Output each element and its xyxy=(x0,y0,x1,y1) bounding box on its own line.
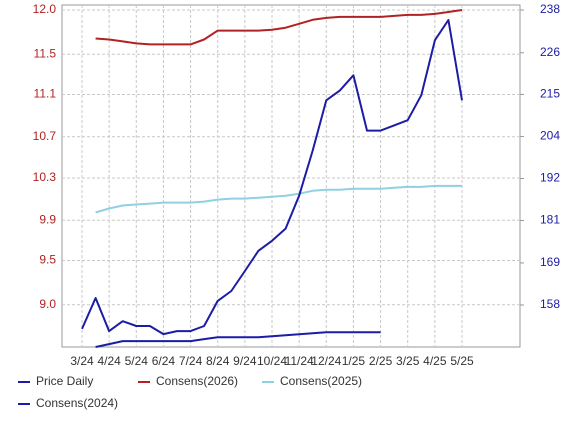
y2-tick-label: 169 xyxy=(540,255,560,269)
x-tick-label: 8/24 xyxy=(206,354,230,368)
legend-label: Consens(2025) xyxy=(280,374,362,388)
x-tick-label: 7/24 xyxy=(179,354,203,368)
y-tick-label: 9.0 xyxy=(39,297,56,311)
y2-tick-label: 204 xyxy=(540,129,560,143)
y-tick-label: 10.3 xyxy=(33,170,57,184)
x-tick-label: 2/25 xyxy=(369,354,393,368)
y-tick-label: 9.9 xyxy=(39,212,56,226)
y2-tick-label: 181 xyxy=(540,213,560,227)
x-tick-label: 5/24 xyxy=(125,354,149,368)
y-tick-label: 11.1 xyxy=(34,87,57,101)
y-tick-label: 9.5 xyxy=(39,253,56,267)
series-line xyxy=(95,331,381,348)
x-tick-label: 10/24 xyxy=(257,354,287,368)
x-tick-label: 3/25 xyxy=(396,354,420,368)
x-tick-label: 4/24 xyxy=(97,354,121,368)
y2-tick-label: 238 xyxy=(540,2,560,16)
x-tick-label: 9/24 xyxy=(233,354,257,368)
x-tick-label: 5/25 xyxy=(450,354,474,368)
x-tick-label: 3/24 xyxy=(70,354,94,368)
y-tick-label: 11.5 xyxy=(34,46,57,60)
y2-tick-label: 158 xyxy=(540,297,560,311)
y-tick-label: 12.0 xyxy=(33,2,57,16)
x-tick-label: 12/24 xyxy=(311,354,341,368)
y-tick-label: 10.7 xyxy=(33,129,57,143)
plot-frame xyxy=(61,4,521,348)
y2-tick-label: 192 xyxy=(540,171,560,185)
x-tick-label: 4/25 xyxy=(423,354,447,368)
series-line xyxy=(81,19,463,336)
series-line xyxy=(95,184,462,214)
legend-label: Consens(2026) xyxy=(156,374,238,388)
legend-label: Price Daily xyxy=(36,374,93,388)
y2-tick-label: 226 xyxy=(540,45,560,59)
series-line xyxy=(95,9,463,46)
y2-tick-label: 215 xyxy=(540,87,560,101)
legend-label: Consens(2024) xyxy=(36,396,118,410)
x-tick-label: 11/24 xyxy=(285,354,314,368)
x-tick-label: 6/24 xyxy=(152,354,176,368)
x-tick-label: 1/25 xyxy=(342,354,366,368)
